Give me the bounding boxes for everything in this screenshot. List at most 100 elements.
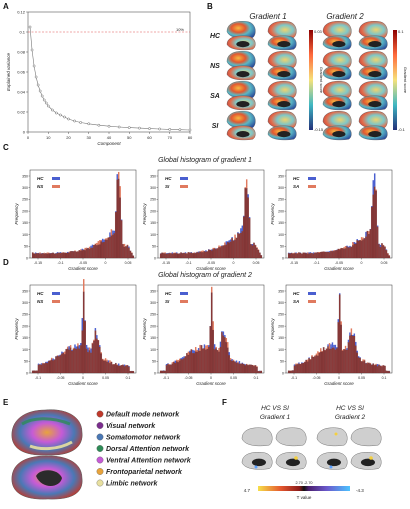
histogram-bar-top [52,358,54,361]
histogram-bar-top [221,331,223,333]
histogram-bar-overlap [218,247,220,259]
medial-wall [360,458,375,467]
histogram-bar-overlap [208,346,210,374]
network-swatch-7 [96,479,104,487]
histogram-bar-top [48,252,50,254]
histogram-bar-top [340,247,342,249]
x-tick-label: -0.1 [35,376,41,380]
histogram-bar-overlap [356,352,359,374]
histogram-bar-top [40,363,43,365]
t-cbar-title: T value [297,495,312,500]
histogram-bar-top [232,240,235,241]
y-tick-label: 350 [150,174,156,178]
f-lateral-brain-right [275,427,307,447]
histogram-bar-top [123,364,126,367]
histogram-bar-top [216,247,219,249]
histogram-bar-overlap [349,247,351,259]
histogram-bar-overlap [318,352,321,374]
gradient2-histograms: 0 50 100 150 200 250 300 350 -0.1 -0.05 0 0.05 0.1 Gr… [14,279,393,386]
histogram-bar-overlap [63,354,66,374]
histogram-bar-overlap [189,352,191,374]
histogram-bar-top [213,247,216,249]
histogram-bar-overlap [117,178,120,259]
histogram-bar-overlap [306,361,309,374]
histogram-bar-overlap [123,246,126,259]
histogram-bar-overlap [109,237,111,259]
histogram-bar-overlap [50,253,53,259]
sig-cluster [294,456,298,460]
histogram-bar-overlap [128,366,130,374]
gradient2-colorbar [393,30,397,130]
histogram-bar-overlap [90,352,92,374]
histogram-bar-overlap [40,364,43,374]
histogram-bar-overlap [296,253,299,259]
histogram-bar-overlap [229,241,232,259]
histogram-bar-overlap [199,350,201,374]
histogram-bar-overlap [37,364,40,374]
histogram-bar-overlap [59,355,62,374]
panel-d: D Global histogram of gradient 2 0 50 100 1… [3,258,393,386]
histogram-bar-top [187,351,190,355]
histogram-bar-top [120,219,123,221]
histogram-bar-overlap [90,247,92,259]
histogram-bar-top [116,174,118,180]
histogram-bar-overlap [112,364,114,374]
panel-d-title: Global histogram of gradient 2 [158,272,252,279]
histogram-subplot-3: 0 50 100 150 200 250 300 350 -0.1 -0.05 0 0.05 0.1 Gr… [270,284,393,386]
histogram-bar-top [68,346,70,350]
histogram-bar-top [50,357,53,360]
histogram-bar-top [45,361,47,363]
histogram-bar-top [174,252,177,254]
histogram-bar-overlap [353,335,356,374]
histogram-bar-overlap [191,253,194,259]
histogram-bar-overlap [212,249,214,259]
histogram-bar-overlap [287,253,290,259]
histogram-bar-top [46,361,49,364]
histogram-bar-overlap [189,252,191,259]
histogram-bar-top [378,243,380,245]
scree-point [87,122,91,126]
t-value-colorbar [258,486,350,491]
histogram-bar-top [330,250,332,252]
histogram-bar-top [349,245,351,248]
histogram-bar-top [84,247,86,251]
histogram-bar-overlap [337,322,340,374]
histogram-bar-top [353,242,356,244]
histogram-bar-overlap [370,364,373,374]
histogram-bar-top [100,352,102,354]
medial-wall [285,458,300,467]
histogram-bar-top [295,363,297,365]
histogram-bar-overlap [369,363,372,374]
histogram-bar-overlap [237,363,239,374]
histogram-bar-top [243,215,245,217]
x-tick-label: 20 [66,135,71,140]
histogram-bar-top [375,189,377,191]
network-label-2: Visual network [106,423,156,430]
histogram-bar-overlap [200,345,203,374]
histogram-bar-overlap [256,247,258,259]
histogram-bar-top [180,357,182,360]
histogram-bar-top [196,349,198,352]
histogram-bar-overlap [106,239,108,259]
histogram-bar-overlap [72,349,75,374]
histogram-bar-overlap [226,347,229,374]
histogram-bar-top [333,344,335,348]
network-patch-limbic [29,440,73,451]
histogram-bar-overlap [216,350,219,374]
histogram-bar-top [234,234,236,240]
histogram-bar-top [244,187,246,189]
histogram-bar-top [257,249,260,251]
x-tick-label: -0.15 [290,261,298,265]
histogram-bar-overlap [43,363,46,374]
histogram-bar-overlap [77,251,79,259]
legend-label-hc: HC [293,176,300,181]
histogram-bar-overlap [349,335,351,374]
histogram-bar-overlap [373,365,376,374]
y-tick-label: 300 [150,186,156,190]
histogram-bar-top [94,328,97,331]
histogram-bar-overlap [80,345,82,374]
histogram-bar-top [352,242,354,246]
histogram-bar-overlap [58,252,60,259]
histogram-bar-overlap [244,365,247,374]
